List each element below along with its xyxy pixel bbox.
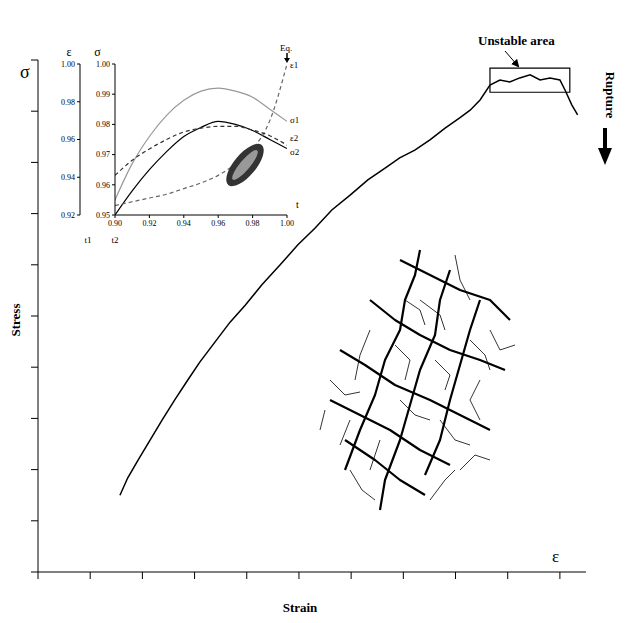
svg-text:0.94: 0.94	[177, 219, 191, 228]
svg-text:0.96: 0.96	[61, 135, 75, 144]
svg-text:0.96: 0.96	[96, 181, 110, 190]
svg-text:0.90: 0.90	[108, 219, 122, 228]
svg-text:0.94: 0.94	[61, 173, 75, 182]
svg-text:0.96: 0.96	[211, 219, 225, 228]
svg-text:Rupture: Rupture	[603, 72, 618, 119]
svg-text:σ1: σ1	[290, 115, 299, 125]
svg-text:0.92: 0.92	[61, 211, 75, 220]
svg-text:ε: ε	[552, 547, 559, 566]
svg-text:0.95: 0.95	[96, 211, 110, 220]
svg-text:1.00: 1.00	[96, 60, 110, 69]
svg-text:Eq.: Eq.	[280, 43, 292, 53]
svg-text:ε1: ε1	[290, 60, 298, 70]
svg-text:0.99: 0.99	[96, 90, 110, 99]
svg-text:0.98: 0.98	[61, 98, 75, 107]
svg-text:1.00: 1.00	[280, 219, 294, 228]
svg-text:t2: t2	[111, 235, 118, 245]
svg-text:σ: σ	[20, 62, 30, 82]
svg-text:1.00: 1.00	[61, 60, 75, 69]
svg-text:Unstable area: Unstable area	[478, 33, 555, 48]
svg-text:0.98: 0.98	[246, 219, 260, 228]
svg-text:0.98: 0.98	[96, 120, 110, 129]
svg-text:Stress: Stress	[8, 304, 23, 337]
svg-text:Strain: Strain	[283, 600, 318, 615]
svg-text:ε: ε	[66, 45, 71, 59]
svg-text:σ2: σ2	[290, 147, 299, 157]
svg-text:ε2: ε2	[290, 133, 298, 143]
svg-text:t: t	[296, 199, 299, 210]
svg-text:σ: σ	[94, 45, 101, 59]
svg-text:t1: t1	[84, 235, 91, 245]
svg-text:0.92: 0.92	[142, 219, 156, 228]
svg-text:0.97: 0.97	[96, 150, 110, 159]
